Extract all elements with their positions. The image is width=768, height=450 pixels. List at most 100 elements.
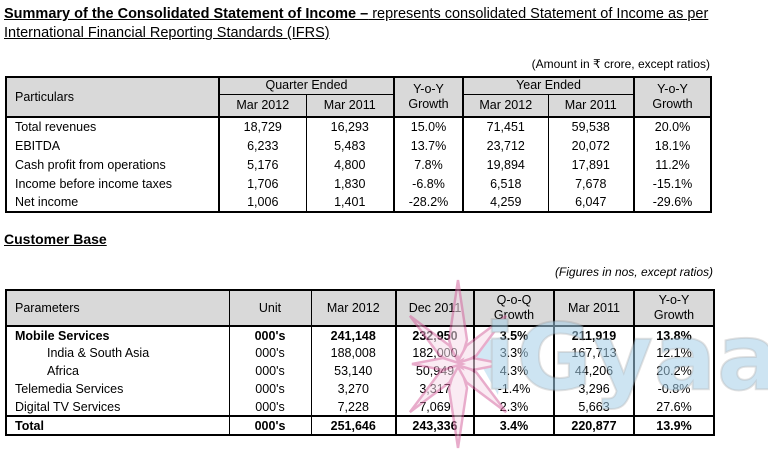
table-row: EBITDA 6,233 5,483 13.7% 23,712 20,072 1…	[5, 136, 712, 155]
cell-year-yoy: -29.6%	[633, 193, 712, 212]
cell-year-mar2011: 59,538	[547, 116, 635, 136]
table-row: Net income 1,006 1,401 -28.2% 4,259 6,04…	[5, 193, 712, 212]
col-header-quarter-mar2011: Mar 2011	[305, 93, 395, 118]
cell-mar2011: 211,919	[553, 325, 635, 344]
cell-dec2011: 243,336	[395, 415, 475, 435]
table-row: Telemedia Services 000's 3,270 3,317 -1.…	[5, 380, 715, 398]
cell-quarter-yoy: 15.0%	[393, 116, 464, 136]
cell-unit: 000's	[228, 362, 312, 380]
cell-dec2011: 3,317	[395, 380, 475, 398]
cell-unit: 000's	[228, 398, 312, 416]
cell-year-mar2011: 20,072	[547, 136, 635, 155]
row-label: Income before income taxes	[5, 174, 220, 193]
page-title-rest: represents consolidated Statement of Inc…	[4, 6, 709, 41]
row-label: Total	[5, 415, 230, 435]
cell-qoq: 3.3%	[473, 344, 555, 362]
cell-unit: 000's	[228, 325, 312, 344]
col-header-year-ended: Year Ended	[462, 76, 635, 95]
cell-year-mar2011: 7,678	[547, 174, 635, 193]
cell-quarter-mar2011: 4,800	[305, 155, 395, 174]
cell-year-yoy: 20.0%	[633, 116, 712, 136]
table-row: Africa 000's 53,140 50,949 4.3% 44,206 2…	[5, 362, 715, 380]
page-title: Summary of the Consolidated Statement of…	[4, 5, 766, 43]
cell-unit: 000's	[228, 380, 312, 398]
income-statement-table: Particulars Quarter Ended Y-o-Y Growth Ye…	[5, 76, 712, 213]
cell-dec2011: 50,949	[395, 362, 475, 380]
cell-year-mar2012: 6,518	[462, 174, 549, 193]
col-header-quarter-mar2012: Mar 2012	[218, 93, 307, 118]
cell-quarter-mar2012: 18,729	[218, 116, 307, 136]
cell-year-mar2011: 17,891	[547, 155, 635, 174]
cell-year-mar2011: 6,047	[547, 193, 635, 212]
cell-year-mar2012: 71,451	[462, 116, 549, 136]
cell-mar2011: 5,663	[553, 398, 635, 416]
col-header-mar2011: Mar 2011	[553, 289, 635, 327]
cell-quarter-mar2012: 1,706	[218, 174, 307, 193]
cell-mar2012: 53,140	[310, 362, 397, 380]
cell-mar2012: 251,646	[310, 415, 397, 435]
col-header-quarter-ended: Quarter Ended	[218, 76, 395, 95]
cell-dec2011: 182,000	[395, 344, 475, 362]
table-row: India & South Asia 000's 188,008 182,000…	[5, 344, 715, 362]
col-header-year-mar2011: Mar 2011	[547, 93, 635, 118]
yoy-label-line1: Y-o-Y	[657, 82, 688, 96]
income-header-row-1: Particulars Quarter Ended Y-o-Y Growth Ye…	[5, 76, 712, 118]
cell-yoy: -0.8%	[633, 380, 715, 398]
cell-dec2011: 7,069	[395, 398, 475, 416]
col-header-yoy-growth: Y-o-Y Growth	[633, 289, 715, 327]
table-row: Cash profit from operations 5,176 4,800 …	[5, 155, 712, 174]
cell-mar2012: 3,270	[310, 380, 397, 398]
row-label: Africa	[5, 362, 230, 380]
figures-unit-note: (Figures in nos, except ratios)	[554, 265, 713, 279]
col-header-mar2012: Mar 2012	[310, 289, 397, 327]
cell-mar2011: 220,877	[553, 415, 635, 435]
page-title-bold: Summary of the Consolidated Statement of…	[4, 6, 369, 22]
yoy-label-line2: Growth	[653, 308, 695, 322]
customer-base-table: Parameters Unit Mar 2012 Dec 2011 Q-o-Q G…	[5, 289, 715, 436]
table-row: Mobile Services 000's 241,148 232,950 3.…	[5, 325, 715, 344]
table-row: Digital TV Services 000's 7,228 7,069 2.…	[5, 398, 715, 416]
table-row: Total revenues 18,729 16,293 15.0% 71,45…	[5, 116, 712, 136]
qoq-label-line1: Q-o-Q	[496, 293, 532, 307]
cell-quarter-mar2011: 5,483	[305, 136, 395, 155]
cell-quarter-yoy: 13.7%	[393, 136, 464, 155]
col-header-dec2011: Dec 2011	[395, 289, 475, 327]
cell-mar2012: 241,148	[310, 325, 397, 344]
yoy-label-line2: Growth	[652, 97, 693, 111]
cell-yoy: 20.2%	[633, 362, 715, 380]
customer-base-heading: Customer Base	[4, 231, 107, 247]
cell-yoy: 13.9%	[633, 415, 715, 435]
customer-header-row: Parameters Unit Mar 2012 Dec 2011 Q-o-Q G…	[5, 289, 715, 327]
cell-mar2012: 7,228	[310, 398, 397, 416]
table-row-total: Total 000's 251,646 243,336 3.4% 220,877…	[5, 415, 715, 435]
row-label: Telemedia Services	[5, 380, 230, 398]
cell-qoq: 3.5%	[473, 325, 555, 344]
cell-quarter-mar2012: 5,176	[218, 155, 307, 174]
cell-quarter-yoy: -6.8%	[393, 174, 464, 193]
col-header-unit: Unit	[228, 289, 312, 327]
cell-mar2011: 3,296	[553, 380, 635, 398]
cell-quarter-yoy: -28.2%	[393, 193, 464, 212]
yoy-label-line1: Y-o-Y	[658, 293, 690, 307]
cell-mar2011: 44,206	[553, 362, 635, 380]
cell-year-mar2012: 23,712	[462, 136, 549, 155]
amount-unit-note: (Amount in ₹ crore, except ratios)	[531, 57, 710, 71]
cell-qoq: 3.4%	[473, 415, 555, 435]
row-label: EBITDA	[5, 136, 220, 155]
row-label: Digital TV Services	[5, 398, 230, 416]
cell-quarter-mar2012: 1,006	[218, 193, 307, 212]
cell-unit: 000's	[228, 344, 312, 362]
yoy-label-line1: Y-o-Y	[413, 82, 444, 96]
cell-mar2011: 167,713	[553, 344, 635, 362]
cell-quarter-mar2011: 1,401	[305, 193, 395, 212]
cell-quarter-mar2011: 16,293	[305, 116, 395, 136]
row-label: Mobile Services	[5, 325, 230, 344]
qoq-label-line2: Growth	[493, 308, 535, 322]
cell-quarter-mar2012: 6,233	[218, 136, 307, 155]
income-header-row-2: Mar 2012 Mar 2011 Mar 2012 Mar 2011	[6, 93, 711, 118]
col-header-parameters: Parameters	[5, 289, 230, 327]
table-row: Income before income taxes 1,706 1,830 -…	[5, 174, 712, 193]
cell-year-yoy: 11.2%	[633, 155, 712, 174]
row-label: Net income	[5, 193, 220, 212]
cell-year-yoy: 18.1%	[633, 136, 712, 155]
